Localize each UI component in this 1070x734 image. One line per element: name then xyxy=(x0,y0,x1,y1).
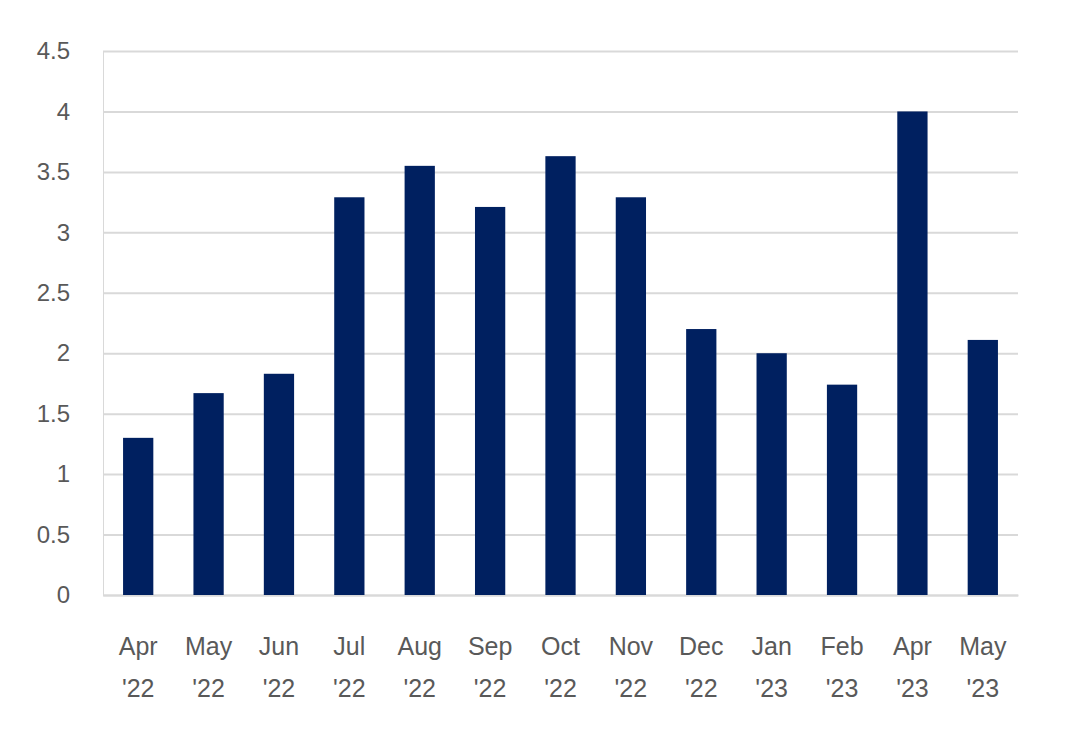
x-tick-label-line: Jun xyxy=(259,632,299,660)
x-tick: Nov '22 xyxy=(609,632,654,702)
x-tick: Feb '23 xyxy=(820,632,863,702)
x-tick-label-line: Feb xyxy=(820,632,863,660)
bar xyxy=(616,197,646,595)
grid-line xyxy=(103,111,1018,113)
y-tick-label: 1 xyxy=(57,460,70,487)
x-tick-label-line: Aug xyxy=(397,632,441,660)
x-tick-label-line: Jan xyxy=(751,632,791,660)
chart: 00.511.522.533.544.5Apr'22May'22Jun'22Ju… xyxy=(0,0,1070,734)
y-tick-label: 4 xyxy=(57,98,70,125)
bar xyxy=(405,166,435,595)
x-tick-label-line: '23 xyxy=(896,674,929,702)
x-tick-label-line: '22 xyxy=(474,674,507,702)
grid-line xyxy=(103,51,1018,53)
y-tick-label: 1.5 xyxy=(37,400,70,427)
y-tick-label: 0 xyxy=(57,581,70,608)
x-tick: Jun '22 xyxy=(259,632,299,702)
bar xyxy=(686,329,716,595)
x-tick-label-line: '22 xyxy=(403,674,436,702)
x-tick-label-line: Dec xyxy=(679,632,723,660)
y-axis-line xyxy=(103,52,104,596)
x-tick-label-line: May xyxy=(959,632,1007,660)
x-tick-label-line: Oct xyxy=(541,632,580,660)
x-tick: Oct '22 xyxy=(541,632,580,702)
x-tick-label-line: '22 xyxy=(122,674,155,702)
x-tick-label-line: '23 xyxy=(826,674,859,702)
x-tick-label: Feb '23 xyxy=(820,632,863,702)
bar xyxy=(264,374,294,595)
x-tick-label: Oct '22 xyxy=(541,632,580,702)
x-tick-label-line: '22 xyxy=(333,674,366,702)
x-tick-label: May '22 xyxy=(185,632,233,702)
x-tick-label-line: '22 xyxy=(544,674,577,702)
bar xyxy=(897,111,927,595)
x-tick: May '22 xyxy=(185,632,233,702)
x-tick-label: Apr '22 xyxy=(119,632,158,702)
x-tick-label-line: '23 xyxy=(967,674,1000,702)
x-tick-label-line: May xyxy=(185,632,233,660)
x-tick: Jul '22 xyxy=(333,632,366,702)
x-tick-label-line: '23 xyxy=(755,674,788,702)
x-tick-label: May '23 xyxy=(959,632,1007,702)
x-tick-label-line: '22 xyxy=(263,674,296,702)
y-tick-label: 3.5 xyxy=(37,158,70,185)
y-tick-label: 0.5 xyxy=(37,521,70,548)
x-tick: Apr '23 xyxy=(893,632,932,702)
bar xyxy=(757,353,787,595)
x-tick: Sep '22 xyxy=(468,632,512,702)
y-tick: 2.5 xyxy=(37,279,1018,306)
x-tick-label: Aug '22 xyxy=(397,632,441,702)
x-tick: Aug '22 xyxy=(397,632,441,702)
y-tick: 1.5 xyxy=(37,400,1018,427)
x-tick-label-line: Apr xyxy=(119,632,158,660)
y-tick: 0.5 xyxy=(37,521,1018,548)
x-tick-label-line: Sep xyxy=(468,632,512,660)
x-tick-label: Jan '23 xyxy=(751,632,791,702)
y-tick-label: 2.5 xyxy=(37,279,70,306)
bar xyxy=(545,156,575,595)
x-tick-label: Dec '22 xyxy=(679,632,723,702)
bar xyxy=(475,207,505,595)
x-tick-label: Sep '22 xyxy=(468,632,512,702)
y-tick: 3.5 xyxy=(37,158,1018,185)
x-axis: Apr '22 May '22 Jun '22 Jul '22 Aug '22 Sep '22 Oct '… xyxy=(104,596,1019,703)
y-tick: 2 xyxy=(57,339,1018,366)
x-tick-label: Nov '22 xyxy=(609,632,654,702)
x-tick-label: Apr '23 xyxy=(893,632,932,702)
x-tick-label-line: Nov xyxy=(609,632,654,660)
x-tick: Dec '22 xyxy=(679,632,723,702)
y-tick: 3 xyxy=(57,219,1018,246)
y-axis: 0 0.5 1 1.5 2 2.5 3 3.5 4 4.5 xyxy=(37,37,1018,608)
x-tick-label-line: '22 xyxy=(685,674,718,702)
bar xyxy=(334,197,364,595)
y-tick-label: 3 xyxy=(57,219,70,246)
bar xyxy=(123,438,153,595)
bar xyxy=(193,393,223,595)
x-tick-label-line: '22 xyxy=(192,674,225,702)
y-tick: 4 xyxy=(57,98,1018,125)
plot: 00.511.522.533.544.5Apr'22May'22Jun'22Ju… xyxy=(37,37,1019,702)
x-tick-label: Jul '22 xyxy=(333,632,366,702)
x-tick: Jan '23 xyxy=(751,632,791,702)
bar xyxy=(968,340,998,595)
x-tick: May '23 xyxy=(959,632,1007,702)
y-tick-label: 4.5 xyxy=(37,37,70,64)
y-tick-label: 2 xyxy=(57,339,70,366)
x-tick-label: Jun '22 xyxy=(259,632,299,702)
x-tick-label-line: '22 xyxy=(615,674,648,702)
bar xyxy=(827,385,857,595)
x-tick-label-line: Jul xyxy=(333,632,365,660)
bars xyxy=(123,111,998,595)
x-tick: Apr '22 xyxy=(119,632,158,702)
x-tick-label-line: Apr xyxy=(893,632,932,660)
y-tick: 4.5 xyxy=(37,37,1018,64)
